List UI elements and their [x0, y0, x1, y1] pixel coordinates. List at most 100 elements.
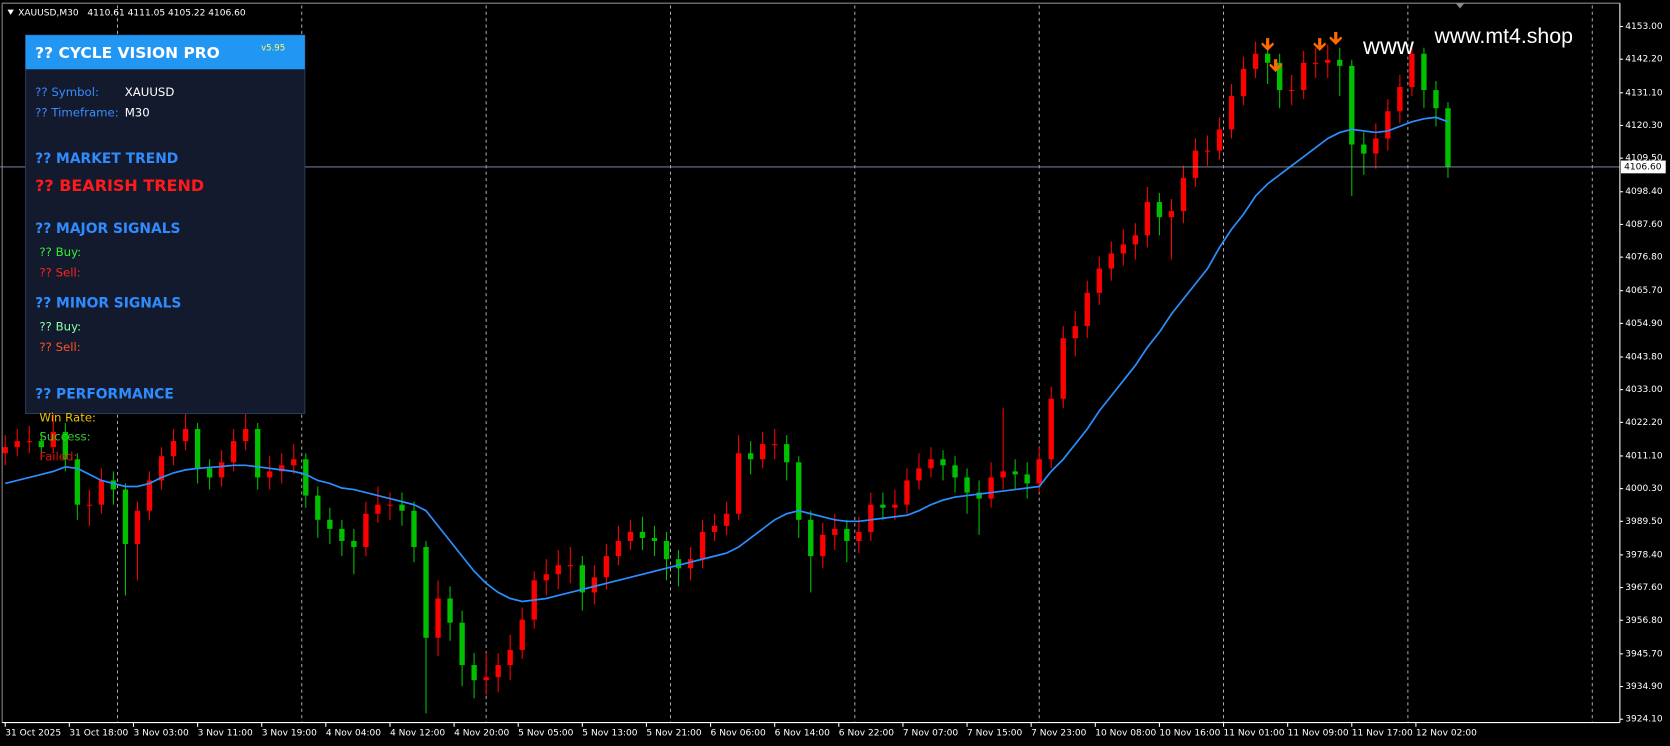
- trend-status: ?? BEARISH TREND: [35, 176, 204, 195]
- x-tick-label: 3 Nov 11:00: [198, 729, 253, 739]
- candle-body: [1012, 471, 1018, 475]
- x-tick-label: 6 Nov 22:00: [839, 729, 894, 739]
- candle-body: [651, 537, 658, 541]
- y-tick-label: 3967.60: [1625, 583, 1663, 593]
- candle-body: [1325, 59, 1331, 63]
- candle-body: [411, 510, 417, 548]
- candle-body: [964, 477, 970, 493]
- candle-body: [615, 540, 622, 557]
- y-tick-label: 4022.20: [1625, 418, 1663, 428]
- candle-body: [303, 459, 309, 496]
- major-signals-heading: ?? MAJOR SIGNALS: [35, 221, 180, 237]
- y-tick-label: 4087.60: [1625, 220, 1663, 230]
- candle-body: [856, 531, 862, 541]
- candle-body: [1433, 90, 1439, 109]
- x-tick-label: 6 Nov 06:00: [711, 729, 766, 739]
- panel-header: [25, 35, 305, 70]
- watermark: www www.mt4.shop: [1362, 24, 1573, 59]
- panel-version: v5.95: [261, 43, 285, 53]
- x-tick-label: 7 Nov 07:00: [903, 729, 958, 739]
- candle-body: [711, 525, 718, 532]
- x-tick-label: 12 Nov 02:00: [1416, 729, 1477, 739]
- candle-body: [916, 468, 922, 481]
- candle-body: [170, 441, 177, 457]
- candle-body: [375, 504, 381, 514]
- candle-body: [1264, 53, 1271, 63]
- candle-body: [663, 540, 670, 560]
- y-tick-label: 4065.70: [1625, 286, 1663, 296]
- candle-body: [158, 456, 165, 481]
- minor-signals-heading: ?? MINOR SIGNALS: [35, 296, 181, 312]
- y-tick-label: 4011.10: [1625, 451, 1663, 461]
- candle-body: [495, 665, 501, 678]
- indicator-panel: ?? CYCLE VISION PRO v5.95 ?? Symbol: XAU…: [25, 34, 306, 464]
- candle-body: [928, 459, 934, 469]
- candle-body: [892, 504, 898, 508]
- x-tick-label: 11 Nov 17:00: [1352, 729, 1413, 739]
- candle-body: [387, 504, 393, 506]
- timeframe-value: M30: [125, 105, 150, 119]
- candle-body: [483, 677, 489, 681]
- x-tick-label: 31 Oct 18:00: [69, 729, 128, 739]
- candle-body: [675, 559, 682, 569]
- candle-body: [772, 444, 778, 446]
- candle-body: [699, 531, 706, 560]
- y-tick-label: 4120.30: [1625, 121, 1663, 131]
- candle-body: [50, 432, 56, 448]
- candle-body: [38, 441, 44, 448]
- candle-body: [627, 531, 634, 541]
- candle-body: [784, 444, 790, 463]
- symbol-label: ?? Symbol:: [35, 85, 99, 99]
- candle-body: [603, 556, 610, 578]
- success: Success:: [39, 429, 90, 443]
- candle-body: [339, 528, 345, 541]
- candle-body: [1445, 108, 1451, 167]
- candle-body: [952, 465, 958, 478]
- sell-signal-arrow: [1269, 59, 1283, 73]
- candle-body: [327, 519, 333, 529]
- x-tick-label: 4 Nov 04:00: [326, 729, 381, 739]
- candle-body: [820, 534, 826, 557]
- candle-body: [243, 429, 249, 442]
- shift-marker: [1455, 3, 1465, 9]
- candle-body: [86, 504, 93, 506]
- candle-body: [1024, 474, 1030, 484]
- candle-body: [26, 441, 32, 443]
- candle-body: [723, 513, 730, 526]
- major-buy: ?? Buy:: [39, 245, 81, 259]
- candle-body: [110, 480, 117, 490]
- major-sell: ?? Sell:: [39, 265, 80, 279]
- candle-body: [279, 465, 285, 472]
- candle-body: [1060, 338, 1066, 399]
- watermark-site: www.mt4.shop: [1433, 24, 1572, 48]
- candle-body: [2, 447, 8, 454]
- x-tick-label: 4 Nov 12:00: [390, 729, 445, 739]
- candle-body: [98, 480, 105, 505]
- candle-body: [1168, 211, 1175, 218]
- candle-body: [1204, 150, 1211, 152]
- candle-body: [591, 577, 598, 593]
- candle-body: [363, 513, 369, 548]
- candle-body: [146, 480, 153, 511]
- performance-heading: ?? PERFORMANCE: [35, 386, 174, 402]
- x-tick-label: 11 Nov 09:00: [1288, 729, 1349, 739]
- candle-body: [1000, 471, 1006, 478]
- candle-body: [194, 429, 201, 469]
- candle-body: [1313, 62, 1319, 64]
- candle-body: [808, 519, 814, 557]
- candle-body: [1036, 459, 1042, 484]
- candle-body: [1144, 202, 1151, 236]
- candle-body: [1337, 59, 1343, 66]
- sell-signal-arrow: [1329, 32, 1343, 45]
- candle-body: [1048, 398, 1054, 460]
- y-tick-label: 4043.80: [1625, 352, 1663, 362]
- candle-body: [315, 495, 321, 520]
- x-tick-label: 7 Nov 23:00: [1031, 729, 1086, 739]
- candle-body: [579, 565, 585, 593]
- candle-body: [1156, 202, 1163, 218]
- candle-body: [1397, 87, 1403, 112]
- candle-body: [423, 547, 429, 638]
- candle-body: [760, 444, 766, 460]
